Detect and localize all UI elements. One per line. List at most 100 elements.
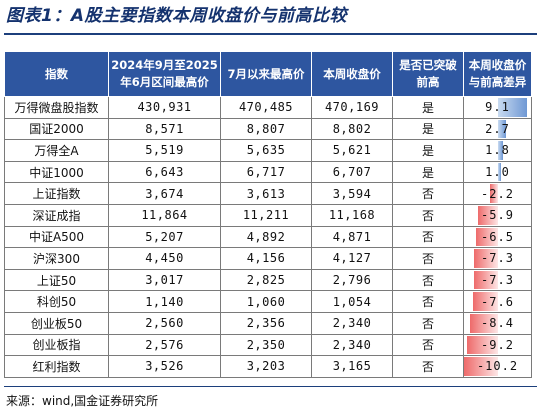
cell-broke-high: 否 [392, 290, 464, 313]
cell-broke-high: 否 [392, 355, 464, 378]
diff-bar-negative [467, 335, 498, 355]
cell-index-name: 创业板指 [4, 333, 109, 357]
cell-week-close: 3,594 [311, 182, 393, 205]
cell-broke-high: 是 [392, 160, 464, 184]
diff-value: -6.5 [481, 229, 514, 244]
cell-july-high: 3,613 [220, 182, 312, 205]
cell-index-name: 万得全A [4, 139, 109, 162]
cell-diff: 1.8 [463, 139, 532, 162]
cell-july-high: 4,892 [220, 225, 312, 249]
table-row: 科创50 1,140 1,060 1,054 否 -7.6 [4, 290, 532, 313]
cell-index-name: 万得微盘股指数 [4, 96, 109, 119]
cell-broke-high: 否 [392, 203, 464, 227]
header-range-high: 2024年9月至2025年6月区间最高价 [108, 51, 221, 97]
table-row: 中证A500 5,207 4,892 4,871 否 -6.5 [4, 225, 532, 249]
cell-diff: -7.6 [463, 290, 532, 313]
cell-index-name: 沪深300 [4, 247, 109, 270]
diff-bar-negative [464, 357, 498, 376]
table-row: 深证成指 11,864 11,211 11,168 否 -5.9 [4, 203, 532, 227]
cell-july-high: 11,211 [220, 203, 312, 227]
diff-bar-negative [469, 313, 498, 333]
cell-range-high: 5,207 [108, 225, 221, 249]
title-rule [4, 33, 537, 35]
cell-diff: -6.5 [463, 225, 532, 249]
diff-value: -2.2 [481, 186, 514, 201]
diff-bar-positive [497, 98, 528, 117]
diff-bar-negative [478, 205, 498, 225]
table-row: 沪深300 4,450 4,156 4,127 否 -7.3 [4, 247, 532, 270]
cell-july-high: 3,203 [220, 355, 312, 378]
cell-index-name: 国证2000 [4, 117, 109, 141]
cell-diff: 1.0 [463, 160, 532, 184]
cell-week-close: 8,802 [311, 117, 393, 141]
diff-value: 9.1 [485, 100, 510, 115]
cell-broke-high: 否 [392, 268, 464, 292]
cell-broke-high: 否 [392, 247, 464, 270]
cell-diff: -7.3 [463, 247, 532, 270]
cell-july-high: 4,156 [220, 247, 312, 270]
header-week-close: 本周收盘价 [311, 51, 393, 97]
cell-july-high: 2,350 [220, 333, 312, 357]
diff-bar-positive [497, 119, 507, 139]
cell-index-name: 科创50 [4, 290, 109, 313]
cell-week-close: 5,621 [311, 139, 393, 162]
bottom-rule [4, 386, 537, 387]
cell-range-high: 1,140 [108, 290, 221, 313]
header-diff: 本周收盘价与前高差异 [463, 51, 532, 97]
table-row: 创业板50 2,560 2,356 2,340 否 -8.4 [4, 311, 532, 335]
cell-diff: 9.1 [463, 96, 532, 119]
cell-range-high: 6,643 [108, 160, 221, 184]
table-row: 中证1000 6,643 6,717 6,707 是 1.0 [4, 160, 532, 184]
cell-diff: -8.4 [463, 311, 532, 335]
diff-value: 1.8 [485, 143, 510, 158]
cell-index-name: 创业板50 [4, 311, 109, 335]
table-row: 万得微盘股指数 430,931 470,485 470,169 是 9.1 [4, 96, 532, 119]
cell-july-high: 470,485 [220, 96, 312, 119]
cell-broke-high: 是 [392, 96, 464, 119]
diff-value: -7.6 [481, 294, 514, 309]
figure-title: 图表1：A股主要指数本周收盘价与前高比较 [6, 6, 347, 26]
cell-week-close: 2,796 [311, 268, 393, 292]
cell-diff: -7.3 [463, 268, 532, 292]
diff-value: -8.4 [481, 316, 514, 331]
cell-range-high: 2,560 [108, 311, 221, 335]
cell-broke-high: 否 [392, 311, 464, 335]
diff-bar-negative [472, 292, 498, 311]
cell-week-close: 4,871 [311, 225, 393, 249]
cell-range-high: 3,017 [108, 268, 221, 292]
cell-range-high: 430,931 [108, 96, 221, 119]
cell-range-high: 3,674 [108, 182, 221, 205]
diff-value: -5.9 [481, 208, 514, 223]
diff-value: -9.2 [481, 337, 514, 352]
table-row: 万得全A 5,519 5,635 5,621 是 1.8 [4, 139, 532, 162]
cell-range-high: 2,576 [108, 333, 221, 357]
cell-index-name: 中证1000 [4, 160, 109, 184]
header-broke-high: 是否已突破前高 [392, 51, 464, 97]
header-july-high: 7月以来最高价 [220, 51, 312, 97]
cell-week-close: 1,054 [311, 290, 393, 313]
cell-diff: -2.2 [463, 182, 532, 205]
diff-bar-negative [476, 227, 498, 247]
table-row: 上证50 3,017 2,825 2,796 否 -7.3 [4, 268, 532, 292]
table-row: 上证指数 3,674 3,613 3,594 否 -2.2 [4, 182, 532, 205]
diff-bar-positive [497, 141, 504, 160]
cell-range-high: 5,519 [108, 139, 221, 162]
cell-broke-high: 是 [392, 139, 464, 162]
table-header-row: 指数 2024年9月至2025年6月区间最高价 7月以来最高价 本周收盘价 是否… [4, 51, 532, 97]
cell-range-high: 11,864 [108, 203, 221, 227]
diff-bar-negative [473, 249, 498, 268]
diff-value: -10.2 [476, 359, 519, 374]
cell-week-close: 6,707 [311, 160, 393, 184]
table-row: 国证2000 8,571 8,807 8,802 是 2.7 [4, 117, 532, 141]
cell-index-name: 深证成指 [4, 203, 109, 227]
cell-broke-high: 否 [392, 182, 464, 205]
diff-value: -7.3 [481, 251, 514, 266]
cell-broke-high: 否 [392, 333, 464, 357]
cell-july-high: 5,635 [220, 139, 312, 162]
cell-broke-high: 否 [392, 225, 464, 249]
cell-diff: 2.7 [463, 117, 532, 141]
table-row: 创业板指 2,576 2,350 2,340 否 -9.2 [4, 333, 532, 357]
cell-week-close: 3,165 [311, 355, 393, 378]
cell-july-high: 2,356 [220, 311, 312, 335]
cell-index-name: 红利指数 [4, 355, 109, 378]
